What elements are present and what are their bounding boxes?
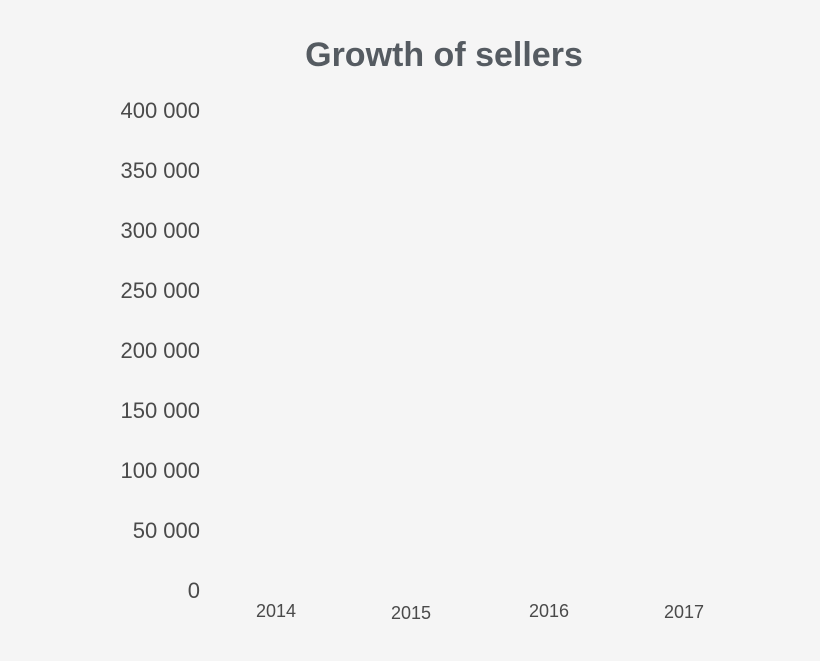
chart-title: Growth of sellers <box>305 36 583 74</box>
y-tick-label: 200 000 <box>120 338 200 363</box>
y-tick-label: 350 000 <box>120 158 200 183</box>
plot-area <box>210 110 750 590</box>
y-tick-label: 50 000 <box>132 518 200 543</box>
x-tick-label: 2017 <box>663 602 705 622</box>
y-tick-label: 400 000 <box>120 98 200 123</box>
y-tick-label: 300 000 <box>120 218 200 243</box>
y-tick-label: 100 000 <box>120 458 200 483</box>
y-tick-label: 0 <box>187 578 200 603</box>
y-tick-label: 150 000 <box>120 398 200 423</box>
x-tick-label: 2016 <box>528 601 570 621</box>
y-tick-label: 250 000 <box>120 278 200 303</box>
x-tick-label: 2015 <box>390 603 432 623</box>
x-tick-label: 2014 <box>255 601 297 621</box>
